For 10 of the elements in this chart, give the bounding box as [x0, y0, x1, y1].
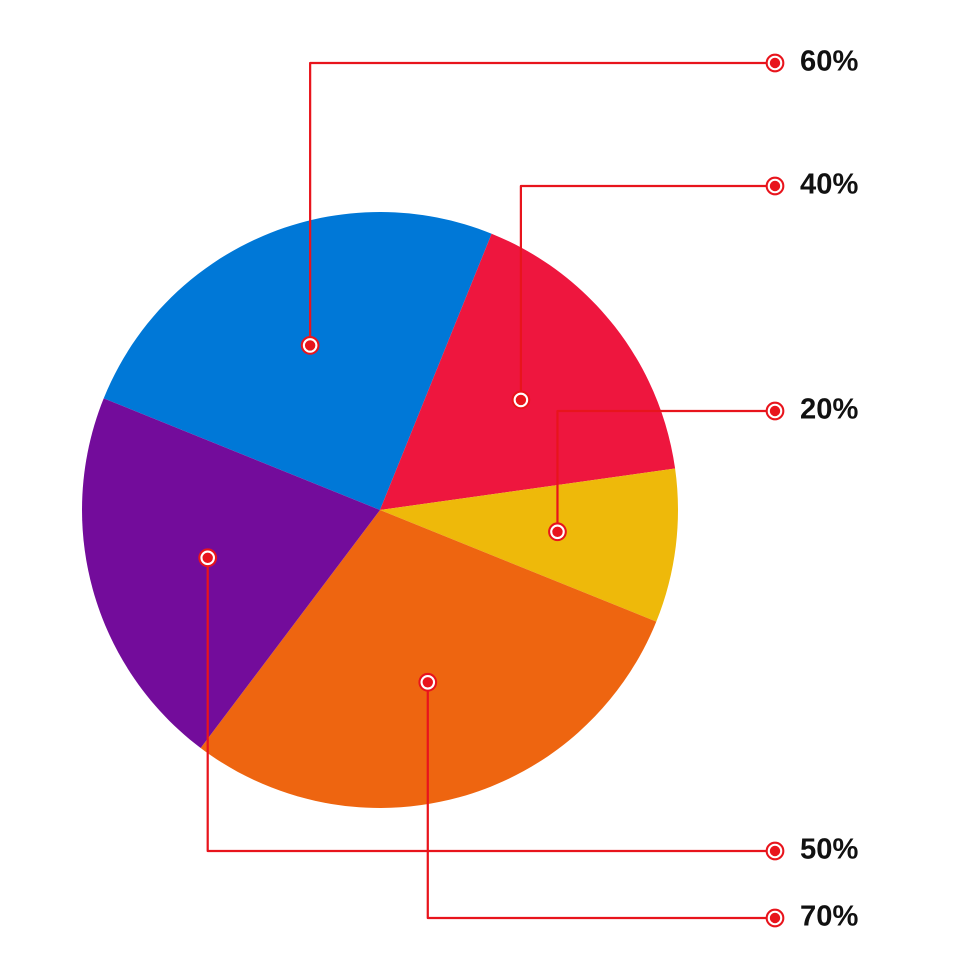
pie-slice	[104, 212, 492, 510]
data-label: 50%	[800, 838, 858, 859]
data-label: 60%	[801, 50, 858, 71]
data-label: 70%	[801, 905, 858, 926]
pie-slice	[380, 234, 676, 510]
pie-slice	[380, 468, 678, 622]
data-label: 40%	[800, 173, 858, 194]
pie-slice	[200, 510, 656, 808]
data-label: 20%	[801, 398, 858, 419]
pie-slice	[82, 398, 380, 748]
